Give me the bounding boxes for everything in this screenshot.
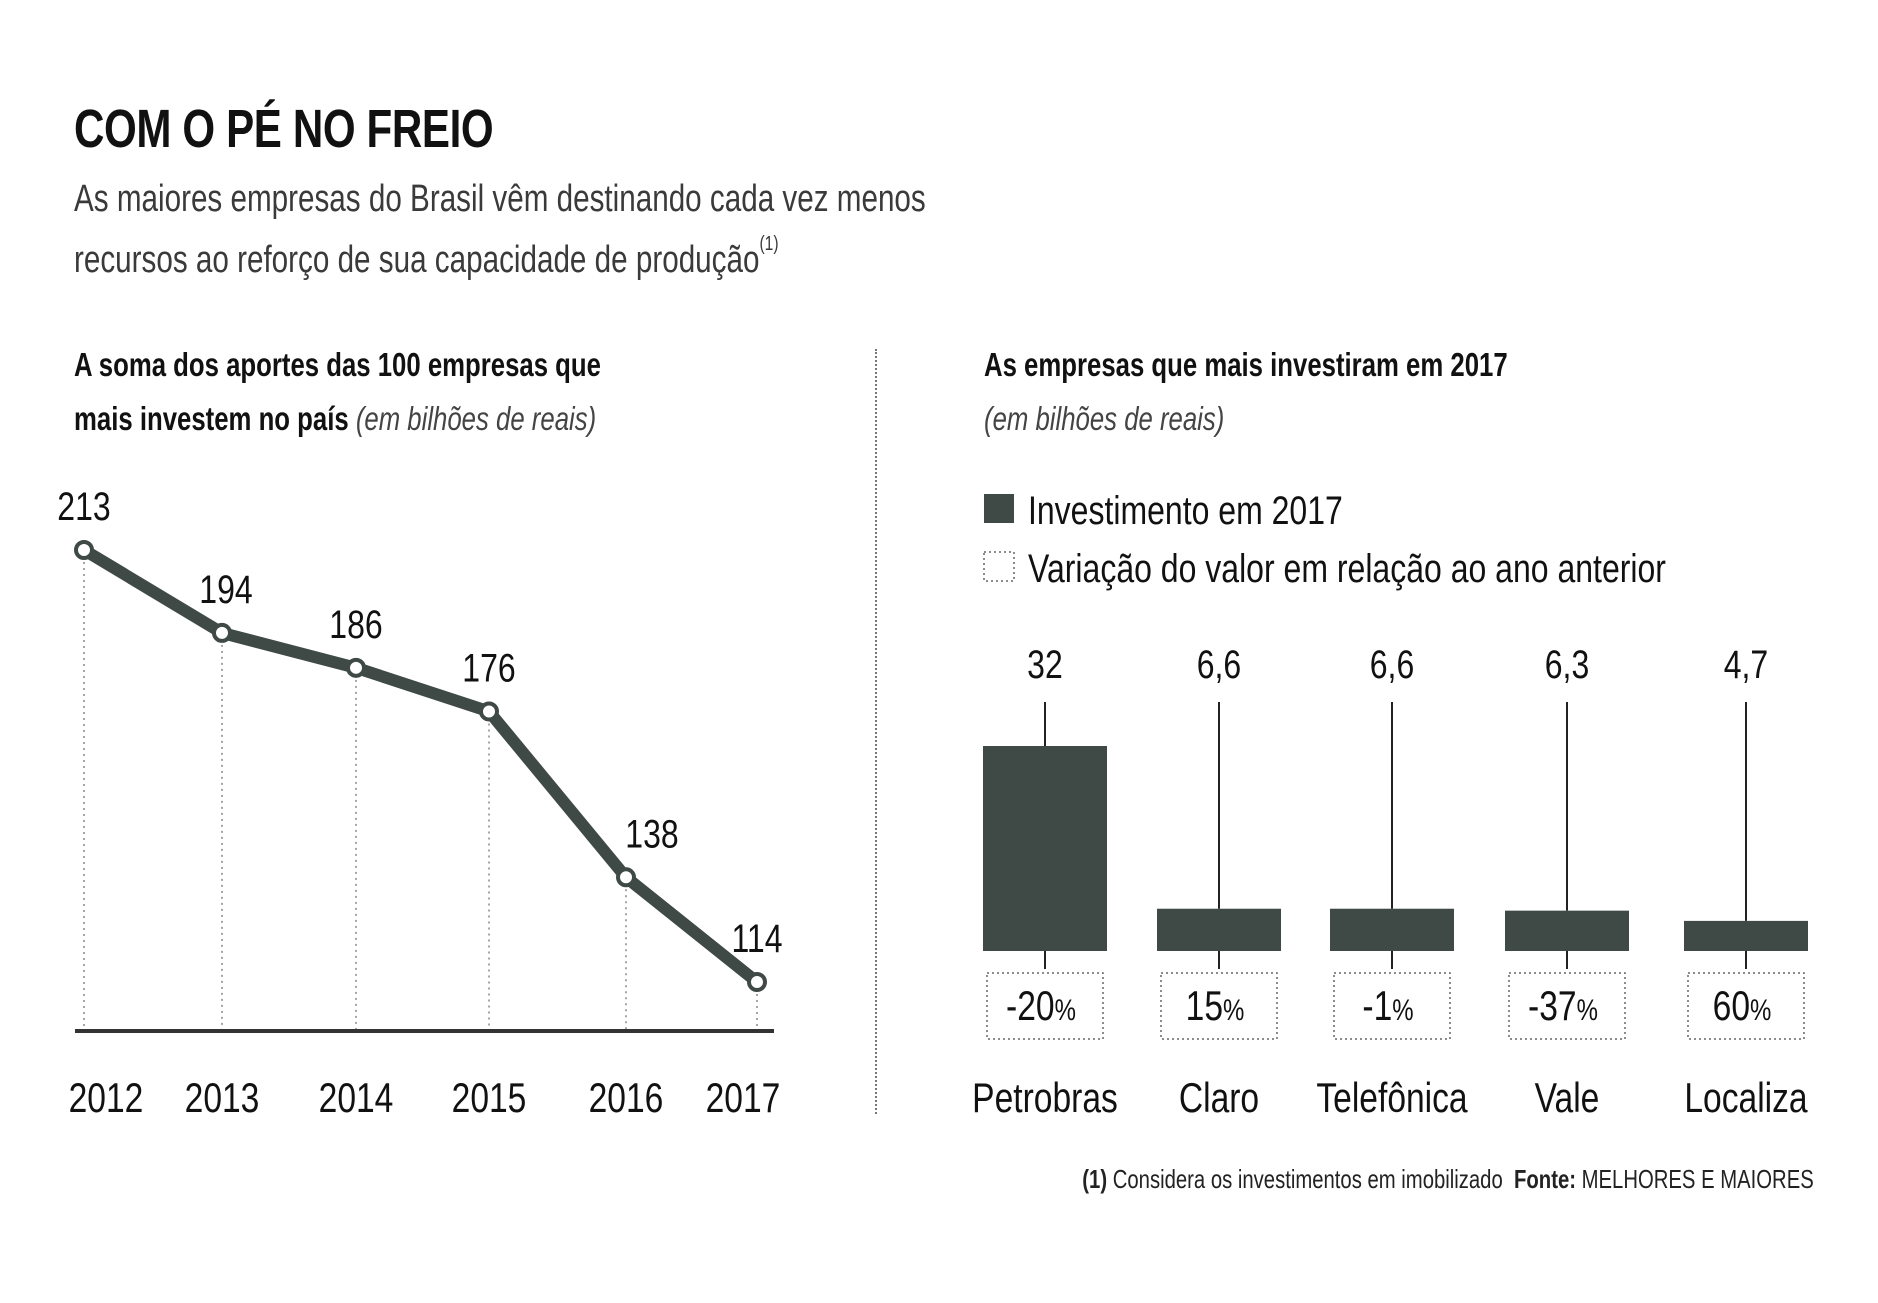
category-label-Petrobras: Petrobras [972,1076,1118,1122]
variation-label-Claro: 15% [1186,984,1245,1030]
variation-percent-sign: % [1750,992,1771,1026]
series-line [80,544,761,987]
variation-percent-sign: % [1223,992,1244,1026]
line-chart-unit: (em bilhões de reais) [355,400,597,437]
footnote-marker-label: (1) [1082,1164,1108,1194]
x-tick-label-2017: 2017 [706,1076,781,1122]
category-label-Telefônica: Telefônica [1316,1076,1468,1122]
data-label-2016: 138 [625,811,678,856]
x-tick-label-2016: 2016 [589,1076,664,1122]
variation-box-Claro [1160,972,1278,1040]
data-label-2013: 194 [199,566,252,611]
variation-percent-sign: % [1577,992,1598,1026]
x-tick-label-2013: 2013 [185,1076,260,1122]
legend-label-variation: Variação do valor em relação ao ano ante… [1028,546,1666,591]
line-chart-title-line-2: mais investem no país (em bilhões de rea… [74,400,596,438]
subtitle-line-1: As maiores empresas do Brasil vêm destin… [74,178,926,220]
data-label-2012: 213 [57,484,110,529]
data-point-2017 [747,972,767,992]
data-label-2017: 114 [731,916,782,961]
variation-label-Localiza: 60% [1713,984,1772,1030]
infographic-title: COM O PÉ NO FREIO [74,99,494,159]
data-point-2016 [616,867,636,888]
bar-Vale [1505,910,1629,951]
bar-value-label-Vale: 6,3 [1545,642,1589,687]
category-label-Claro: Claro [1179,1076,1259,1122]
line-chart-title-line-1: A soma dos aportes das 100 empresas que [74,346,601,383]
line-chart-title-bold: mais investem no país [74,400,349,437]
bar-Localiza [1684,920,1808,951]
x-tick-label-2014: 2014 [319,1076,394,1122]
data-point-2013 [212,622,232,643]
legend-label-investment: Investimento em 2017 [1028,488,1343,533]
panel-divider [875,349,877,1114]
bar-value-label-Petrobras: 32 [1027,642,1063,687]
variation-percent-sign: % [1392,992,1413,1026]
bar-Telefônica [1330,908,1454,951]
variation-box-Vale [1508,972,1626,1040]
footnote-text: Considera os investimentos em imobilizad… [1112,1164,1503,1194]
data-point-2012 [74,540,94,560]
legend-swatch-investment [984,494,1014,523]
variation-value-Claro: 15 [1186,984,1223,1030]
bar-Petrobras [983,746,1107,951]
variation-percent-sign: % [1055,992,1076,1026]
variation-box-Localiza [1687,972,1805,1040]
variation-label-Vale: -37% [1528,984,1598,1030]
category-label-Vale: Vale [1535,1076,1600,1122]
bar-value-label-Claro: 6,6 [1197,642,1241,687]
data-label-2015: 176 [462,645,515,690]
x-tick-label-2015: 2015 [452,1076,527,1122]
variation-value-Vale: -37 [1528,984,1577,1030]
x-tick-label-2012: 2012 [69,1076,144,1122]
footnote: (1) Considera os investimentos em imobil… [1083,1164,1814,1195]
variation-box-Telefônica [1333,972,1451,1040]
data-label-2014: 186 [329,601,382,646]
legend-swatch-variation [983,551,1015,582]
variation-label-Petrobras: -20% [1006,984,1076,1030]
variation-value-Localiza: 60 [1713,984,1750,1030]
bar-chart-title: As empresas que mais investiram em 2017 [984,346,1508,383]
source-label: Fonte: [1514,1164,1577,1194]
bar-value-label-Telefônica: 6,6 [1370,642,1414,687]
footnote-marker: (1) [759,233,779,255]
subtitle-line-2-text: recursos ao reforço de sua capacidade de… [74,239,760,281]
bar-value-label-Localiza: 4,7 [1724,642,1768,687]
variation-value-Petrobras: -20 [1006,984,1055,1030]
variation-label-Telefônica: -1% [1362,984,1413,1030]
variation-box-Petrobras [986,972,1104,1040]
category-label-Localiza: Localiza [1684,1076,1808,1122]
subtitle-line-2: recursos ao reforço de sua capacidade de… [74,233,779,282]
data-point-2015 [479,701,499,722]
variation-value-Telefônica: -1 [1362,984,1392,1030]
data-point-2014 [346,657,366,678]
bar-Claro [1157,908,1281,951]
source-text: MELHORES E MAIORES [1581,1164,1814,1194]
bar-chart-unit: (em bilhões de reais) [984,400,1225,437]
